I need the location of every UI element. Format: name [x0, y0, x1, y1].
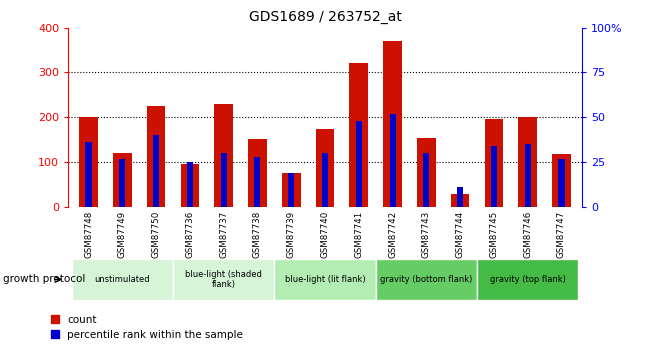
- Bar: [282, 173, 300, 207]
- Text: GSM87739: GSM87739: [287, 211, 296, 258]
- Bar: [181, 164, 199, 207]
- Bar: [86, 142, 92, 207]
- Bar: [153, 135, 159, 207]
- Bar: [119, 159, 125, 207]
- Text: GSM87737: GSM87737: [219, 211, 228, 258]
- Bar: [389, 114, 396, 207]
- Bar: [558, 159, 564, 207]
- Text: GSM87748: GSM87748: [84, 211, 93, 258]
- Text: GSM87746: GSM87746: [523, 211, 532, 258]
- Text: unstimulated: unstimulated: [94, 275, 150, 284]
- Bar: [519, 117, 537, 207]
- Text: blue-light (shaded
flank): blue-light (shaded flank): [185, 270, 262, 289]
- Bar: [457, 187, 463, 207]
- Bar: [350, 62, 368, 207]
- Bar: [173, 259, 274, 300]
- Bar: [376, 259, 477, 300]
- Text: GSM87742: GSM87742: [388, 211, 397, 258]
- Bar: [187, 162, 193, 207]
- Bar: [316, 129, 334, 207]
- Text: GSM87743: GSM87743: [422, 211, 431, 258]
- Text: gravity (top flank): gravity (top flank): [489, 275, 566, 284]
- Bar: [451, 195, 469, 207]
- Text: GDS1689 / 263752_at: GDS1689 / 263752_at: [248, 10, 402, 24]
- Bar: [356, 121, 362, 207]
- Text: GSM87749: GSM87749: [118, 211, 127, 258]
- Bar: [491, 146, 497, 207]
- Text: GSM87740: GSM87740: [320, 211, 330, 258]
- Bar: [384, 41, 402, 207]
- Bar: [274, 259, 376, 300]
- Text: GSM87747: GSM87747: [557, 211, 566, 258]
- Text: GSM87750: GSM87750: [151, 211, 161, 258]
- Text: GSM87744: GSM87744: [456, 211, 465, 258]
- Text: gravity (bottom flank): gravity (bottom flank): [380, 275, 473, 284]
- Bar: [477, 259, 578, 300]
- Bar: [72, 259, 173, 300]
- Bar: [248, 139, 266, 207]
- Bar: [552, 154, 571, 207]
- Bar: [113, 153, 131, 207]
- Text: blue-light (lit flank): blue-light (lit flank): [285, 275, 365, 284]
- Bar: [147, 106, 165, 207]
- Text: GSM87738: GSM87738: [253, 211, 262, 258]
- Text: GSM87736: GSM87736: [185, 211, 194, 258]
- Text: GSM87745: GSM87745: [489, 211, 499, 258]
- Bar: [525, 144, 531, 207]
- Bar: [79, 117, 98, 207]
- Text: growth protocol: growth protocol: [3, 275, 86, 284]
- Bar: [423, 153, 430, 207]
- Bar: [254, 157, 261, 207]
- Bar: [485, 119, 503, 207]
- Bar: [417, 138, 436, 207]
- Bar: [220, 153, 227, 207]
- Bar: [288, 173, 294, 207]
- Text: GSM87741: GSM87741: [354, 211, 363, 258]
- Bar: [214, 104, 233, 207]
- Bar: [322, 153, 328, 207]
- Legend: count, percentile rank within the sample: count, percentile rank within the sample: [51, 315, 243, 340]
